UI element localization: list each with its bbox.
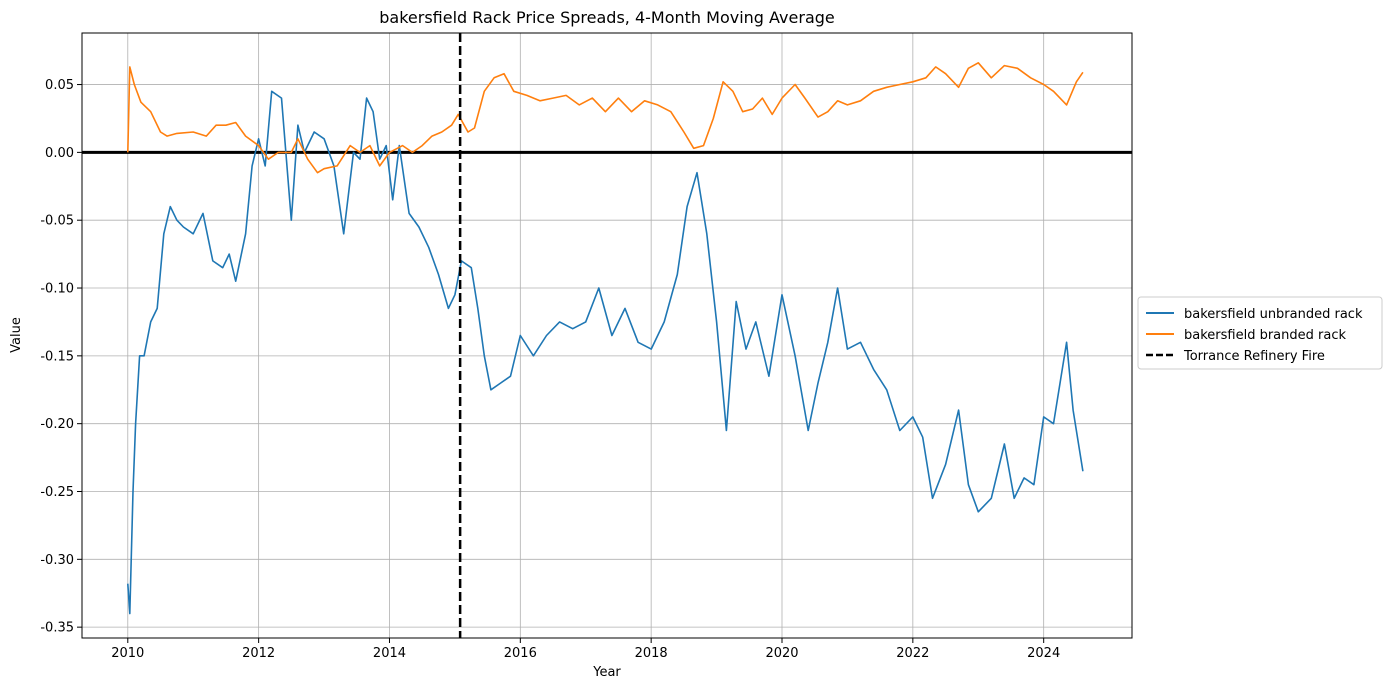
legend: bakersfield unbranded rack bakersfield br…	[1137, 296, 1383, 370]
y-tick-label: -0.30	[40, 553, 74, 568]
legend-label: bakersfield branded rack	[1184, 328, 1346, 343]
x-tick-label: 2016	[504, 646, 537, 661]
x-tick-label: 2024	[1027, 646, 1060, 661]
y-tick-label: -0.20	[40, 417, 74, 432]
series-line-0	[127, 90, 1084, 615]
ticks: 2010 2012 2014 2016 2018 2020 2022 2024 -0.35 -0.…	[40, 78, 1060, 661]
plot-frame	[81, 32, 1133, 639]
x-tick-label: 2020	[765, 646, 798, 661]
x-tick-label: 2022	[896, 646, 929, 661]
x-axis-label: Year	[592, 665, 621, 680]
y-tick-label: -0.15	[40, 349, 74, 364]
y-tick-label: -0.35	[40, 621, 74, 636]
y-tick-label: 0.05	[45, 78, 74, 93]
y-tick-label: -0.25	[40, 485, 74, 500]
y-axis-label: Value	[9, 317, 24, 353]
x-tick-label: 2012	[242, 646, 275, 661]
y-tick-label: -0.05	[40, 214, 74, 229]
chart-title: bakersfield Rack Price Spreads, 4-Month …	[379, 8, 835, 27]
legend-label: bakersfield unbranded rack	[1184, 307, 1363, 322]
series-layer	[82, 33, 1132, 638]
grid	[82, 33, 1132, 638]
series-line-1	[127, 61, 1084, 174]
y-tick-label: -0.10	[40, 282, 74, 297]
x-tick-label: 2010	[111, 646, 144, 661]
legend-label: Torrance Refinery Fire	[1183, 349, 1325, 364]
legend-box	[1137, 296, 1383, 370]
x-tick-label: 2014	[373, 646, 406, 661]
y-tick-label: 0.00	[45, 146, 74, 161]
x-tick-label: 2018	[635, 646, 668, 661]
